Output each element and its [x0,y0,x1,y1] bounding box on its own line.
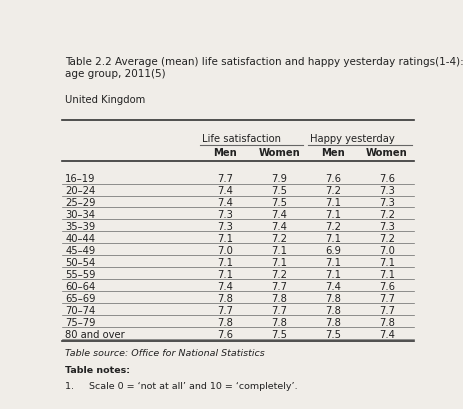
Text: 7.3: 7.3 [378,222,394,232]
Text: 7.4: 7.4 [271,222,287,232]
Text: 7.2: 7.2 [325,222,340,232]
Text: 7.5: 7.5 [270,330,287,340]
Text: 7.1: 7.1 [217,234,233,244]
Text: 25–29: 25–29 [65,198,95,208]
Text: 7.1: 7.1 [217,270,233,280]
Text: United Kingdom: United Kingdom [65,95,145,105]
Text: Women: Women [258,148,300,158]
Text: 7.7: 7.7 [270,306,287,316]
Text: 7.1: 7.1 [325,198,340,208]
Text: 35–39: 35–39 [65,222,95,232]
Text: 7.8: 7.8 [271,294,287,304]
Text: 7.6: 7.6 [378,174,394,184]
Text: 7.3: 7.3 [378,186,394,196]
Text: 7.8: 7.8 [325,318,340,328]
Text: 75–79: 75–79 [65,318,95,328]
Text: 7.7: 7.7 [378,294,394,304]
Text: 70–74: 70–74 [65,306,95,316]
Text: Happy yesterday: Happy yesterday [309,134,394,144]
Text: 45–49: 45–49 [65,246,95,256]
Text: 7.5: 7.5 [270,198,287,208]
Text: 6.9: 6.9 [325,246,340,256]
Text: 7.1: 7.1 [270,246,287,256]
Text: Table source: Office for National Statistics: Table source: Office for National Statis… [65,349,264,358]
Text: Women: Women [365,148,407,158]
Text: 7.6: 7.6 [217,330,233,340]
Text: 7.7: 7.7 [217,174,233,184]
Text: 7.0: 7.0 [378,246,394,256]
Text: 7.4: 7.4 [217,198,232,208]
Text: 7.6: 7.6 [378,282,394,292]
Text: 1.     Scale 0 = ‘not at all’ and 10 = ‘completely’.: 1. Scale 0 = ‘not at all’ and 10 = ‘comp… [65,382,297,391]
Text: 7.1: 7.1 [325,234,340,244]
Text: 7.7: 7.7 [217,306,233,316]
Text: 7.4: 7.4 [271,210,287,220]
Text: 7.9: 7.9 [270,174,287,184]
Text: Life satisfaction: Life satisfaction [201,134,280,144]
Text: 7.3: 7.3 [378,198,394,208]
Text: 7.4: 7.4 [217,186,232,196]
Text: 7.2: 7.2 [270,234,287,244]
Text: 7.7: 7.7 [270,282,287,292]
Text: 7.7: 7.7 [378,306,394,316]
Text: 7.8: 7.8 [378,318,394,328]
Text: 30–34: 30–34 [65,210,95,220]
Text: 7.1: 7.1 [270,258,287,268]
Text: Men: Men [320,148,344,158]
Text: 7.4: 7.4 [325,282,340,292]
Text: 7.1: 7.1 [325,270,340,280]
Text: 7.2: 7.2 [325,186,340,196]
Text: 7.8: 7.8 [217,318,232,328]
Text: 7.4: 7.4 [378,330,394,340]
Text: 7.2: 7.2 [378,210,394,220]
Text: 40–44: 40–44 [65,234,95,244]
Text: 7.3: 7.3 [217,210,232,220]
Text: 7.3: 7.3 [217,222,232,232]
Text: Men: Men [213,148,237,158]
Text: 7.5: 7.5 [270,186,287,196]
Text: 7.8: 7.8 [325,306,340,316]
Text: Table notes:: Table notes: [65,366,130,375]
Text: 7.1: 7.1 [378,270,394,280]
Text: 7.8: 7.8 [271,318,287,328]
Text: 7.8: 7.8 [217,294,232,304]
Text: 7.2: 7.2 [270,270,287,280]
Text: 7.1: 7.1 [325,258,340,268]
Text: 7.1: 7.1 [325,210,340,220]
Text: 50–54: 50–54 [65,258,95,268]
Text: Table 2.2 Average (mean) life satisfaction and happy yesterday ratings(1-4): by : Table 2.2 Average (mean) life satisfacti… [65,57,463,79]
Text: 7.4: 7.4 [217,282,232,292]
Text: 7.1: 7.1 [378,258,394,268]
Text: 7.1: 7.1 [217,258,233,268]
Text: 80 and over: 80 and over [65,330,125,340]
Text: 55–59: 55–59 [65,270,95,280]
Text: 7.6: 7.6 [325,174,340,184]
Text: 20–24: 20–24 [65,186,95,196]
Text: 7.0: 7.0 [217,246,232,256]
Text: 60–64: 60–64 [65,282,95,292]
Text: 7.2: 7.2 [378,234,394,244]
Text: 65–69: 65–69 [65,294,95,304]
Text: 7.8: 7.8 [325,294,340,304]
Text: 7.5: 7.5 [325,330,340,340]
Text: 16–19: 16–19 [65,174,95,184]
